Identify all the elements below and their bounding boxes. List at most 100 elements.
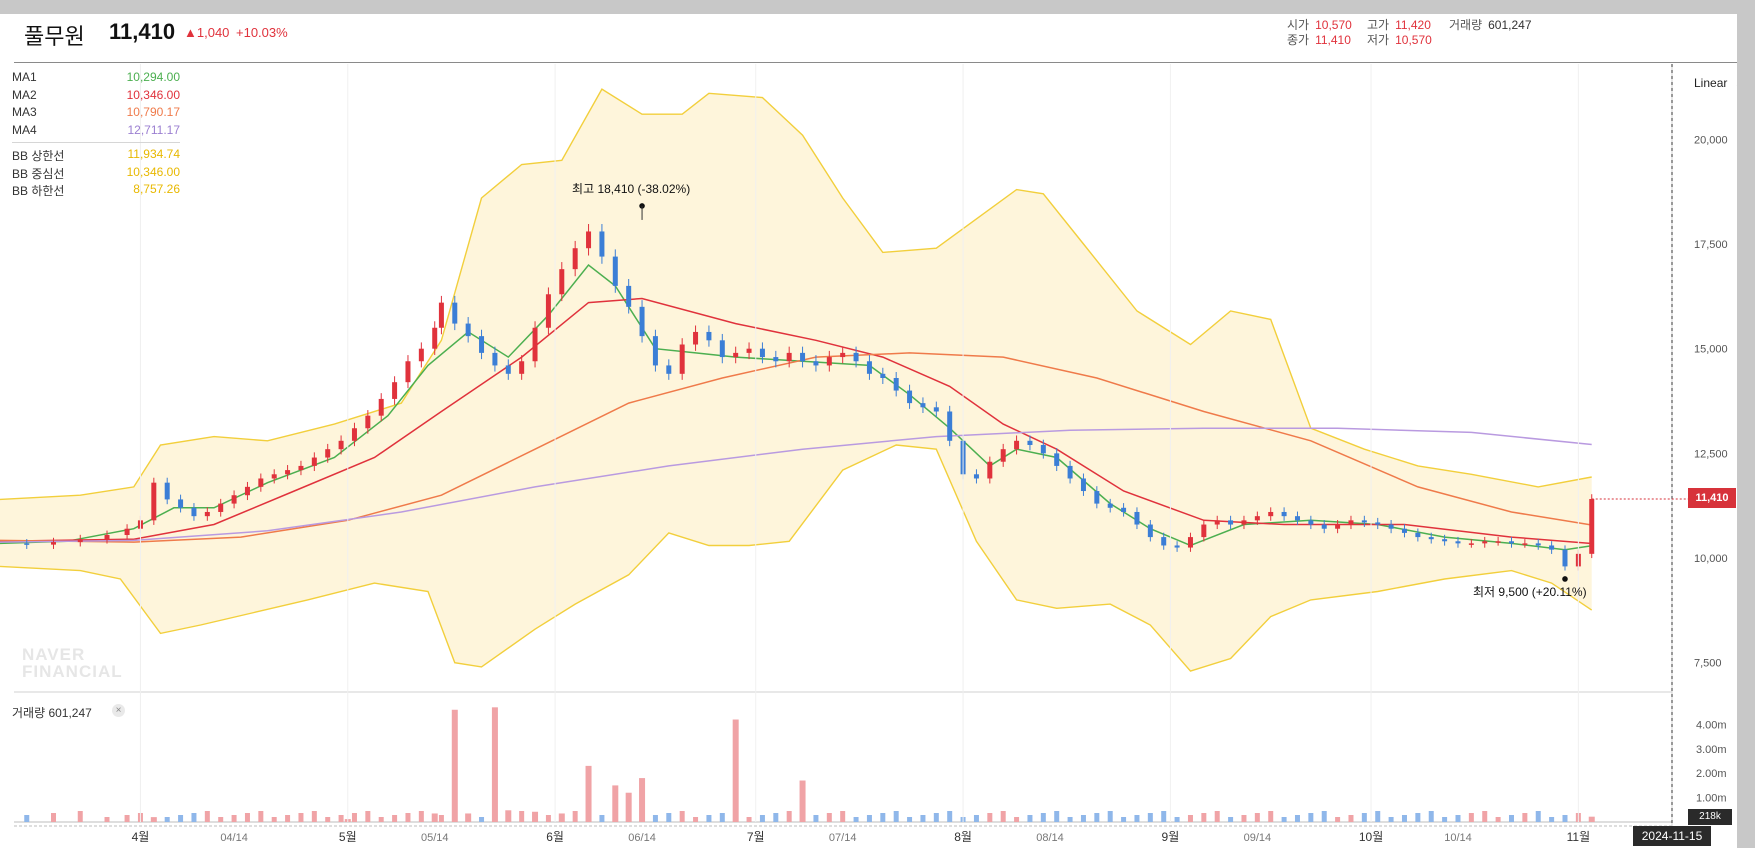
volume-bar	[438, 815, 444, 822]
legend-ma4: MA4 12,711.17	[12, 122, 180, 137]
volume-bar	[285, 815, 291, 822]
candle-body	[853, 352, 859, 362]
candle-body	[893, 378, 899, 391]
candle-body	[1134, 511, 1140, 525]
high-price: 고가 11,420	[1367, 18, 1431, 32]
candle-body	[519, 361, 525, 374]
legend-ma3: MA3 10,790.17	[12, 105, 180, 119]
volume-bar	[666, 813, 672, 822]
candle-body	[545, 294, 551, 328]
candle-body	[532, 327, 538, 362]
candle-body	[1335, 524, 1341, 529]
candle-body	[813, 361, 819, 366]
volume-bar	[572, 811, 578, 822]
last-price-badge: 11,410	[1688, 488, 1736, 508]
volume-bar	[639, 778, 646, 822]
candle-body	[1067, 465, 1073, 479]
volume-bar	[987, 813, 993, 822]
volume-bar	[519, 811, 525, 822]
volume-bar	[1335, 817, 1341, 822]
candle-body	[1549, 545, 1555, 550]
x-tick-label: 8월	[954, 830, 972, 844]
volume-bar	[378, 817, 384, 822]
candle-body	[987, 461, 993, 479]
stock-name: 풀무원	[24, 24, 85, 49]
volume-bar	[24, 815, 30, 822]
stock-price: 11,410	[109, 19, 176, 44]
volume-bar	[625, 792, 632, 822]
volume-bar	[1455, 815, 1461, 822]
volume-bar	[204, 811, 210, 822]
candle-body	[586, 231, 592, 249]
bb-lower-line	[0, 444, 1593, 672]
x-tick-label: 07/14	[829, 832, 857, 844]
volume-bar	[1241, 815, 1247, 822]
price-change-rate: +10.03%	[236, 25, 288, 40]
crosshair-date-badge: 2024-11-15	[1633, 826, 1711, 846]
candle-body	[599, 231, 605, 257]
volume-bar	[652, 815, 658, 822]
volume-bar	[1094, 813, 1100, 822]
volume-bar	[599, 815, 605, 822]
candle-body	[800, 352, 806, 362]
volume-bar	[545, 815, 551, 822]
volume-bar	[866, 815, 872, 822]
volume-bar	[1401, 815, 1407, 822]
candle-body	[392, 382, 398, 399]
volume-bar	[732, 719, 739, 822]
volume-bar	[1442, 817, 1448, 822]
volume-bar	[338, 815, 344, 822]
volume-bar	[1308, 813, 1314, 822]
ma-line-4	[0, 427, 1592, 543]
right-edge	[1737, 0, 1755, 848]
close-icon[interactable]: ×	[112, 704, 125, 717]
volume-bar	[1134, 815, 1140, 822]
candle-body	[365, 415, 371, 429]
candle-body	[231, 495, 237, 504]
volume-bar	[150, 817, 157, 822]
x-tick-label: 09/14	[1244, 832, 1272, 844]
volume-bar	[418, 811, 424, 822]
candle-body	[1294, 516, 1300, 521]
volume-bar	[218, 817, 224, 822]
volume-bar	[1080, 815, 1086, 822]
volume-bar	[451, 709, 458, 822]
close-price: 종가 11,410	[1287, 33, 1351, 47]
candle-body	[907, 390, 913, 404]
volume-bar	[1562, 815, 1568, 822]
candle-body	[1455, 541, 1461, 544]
volume-bar	[1067, 817, 1073, 822]
x-tick-label: 11월	[1567, 830, 1591, 844]
low-annotation: 최저 9,500 (+20.11%)	[1473, 585, 1587, 599]
volume-bar	[893, 811, 899, 822]
candle-body	[639, 306, 645, 337]
candle-body	[626, 285, 632, 307]
candle-body	[1214, 520, 1220, 525]
volume-bar	[1214, 811, 1220, 822]
candle-body	[311, 457, 317, 466]
candle-body	[1107, 503, 1113, 508]
volume-bar	[1535, 811, 1541, 822]
candle-body	[1040, 444, 1046, 454]
volume-bar	[244, 813, 250, 822]
volume-bar	[693, 817, 699, 822]
volume-bar	[1147, 813, 1153, 822]
volume-bar	[231, 815, 237, 822]
price-change: ▲1,040	[184, 25, 230, 40]
volume-bar	[505, 810, 512, 822]
volume-bar	[947, 811, 953, 822]
candle-body	[666, 365, 672, 374]
volume-bar	[51, 813, 57, 822]
x-tick-label: 06/14	[628, 832, 656, 844]
candle-body	[432, 327, 438, 349]
scale-label: Linear	[1694, 76, 1728, 90]
candle-body	[719, 340, 725, 358]
volume-bar	[706, 815, 712, 822]
volume-bar	[1054, 811, 1060, 822]
candle-body	[178, 499, 184, 508]
volume-bar	[1040, 813, 1046, 822]
volume-bar	[77, 811, 83, 822]
candle-body	[1522, 543, 1528, 545]
scale-dropdown[interactable]: Linear ⌄	[1694, 76, 1743, 90]
